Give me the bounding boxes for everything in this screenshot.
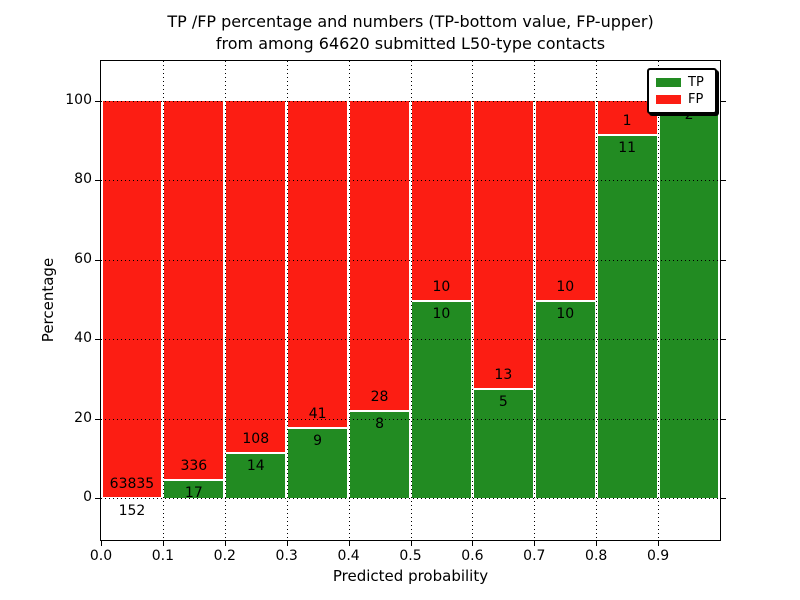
bar-segment-fp (102, 101, 162, 498)
bar-label-tp: 152 (118, 503, 146, 520)
bar-segment-tp (535, 299, 595, 498)
bar-label-tp: 2 (684, 107, 694, 123)
y-tick-label: 20 (74, 409, 92, 426)
tick-mark (658, 541, 660, 546)
tick-mark (95, 180, 100, 182)
tick-mark (95, 339, 100, 341)
legend-swatch-fp-icon (656, 95, 681, 104)
bar-segment-fp (412, 101, 471, 300)
y-tick-label: 0 (83, 489, 92, 505)
bar-segment-fp (473, 101, 533, 388)
x-tick-label: 0.7 (523, 548, 546, 564)
bar-segment-tp (597, 134, 657, 498)
y-tick-label: 60 (74, 250, 92, 267)
tick-mark (286, 541, 288, 546)
legend-item-fp: FP (656, 91, 715, 108)
tick-mark (472, 541, 474, 546)
tick-mark (410, 541, 412, 546)
bar-segment-tp (226, 452, 286, 498)
bar-segment-fp (226, 101, 286, 453)
y-tick-label: 80 (74, 171, 92, 188)
tick-mark (721, 498, 726, 499)
x-tick-label: 0.1 (151, 548, 175, 564)
gridline-vertical (162, 61, 164, 540)
bar-label-fp: 336 (180, 457, 208, 474)
chart-title-line1: TP /FP percentage and numbers (TP-bottom… (167, 12, 654, 31)
tick-mark (95, 101, 100, 102)
bar-label-tp: 10 (556, 305, 575, 322)
legend-label-fp: FP (688, 92, 704, 107)
bar-segment-fp (597, 101, 657, 135)
bar-label-fp: 108 (242, 431, 270, 448)
bar-label-tp: 8 (375, 415, 385, 432)
tick-mark (596, 541, 598, 546)
bar-segment-fp (350, 101, 409, 410)
gridline-vertical (224, 61, 226, 540)
bar-label-fp: 28 (370, 388, 389, 405)
x-tick-label: 0.8 (585, 548, 608, 564)
tick-mark (721, 259, 726, 261)
legend-swatch-tp-icon (656, 78, 681, 87)
x-tick-label: 0.3 (275, 548, 298, 564)
bar-segment-tp (659, 101, 719, 498)
gridline-vertical (658, 61, 660, 540)
bar-label-fp: 10 (556, 278, 575, 295)
legend: TP FP (647, 68, 717, 114)
tick-mark (162, 541, 164, 546)
plot-area: 63835 152 336 17 108 14 41 9 28 8 10 10 13 5 10 10 1 11 2 … (100, 60, 721, 541)
x-axis-label: Predicted probability (332, 567, 489, 585)
bar-segment-fp (535, 101, 595, 300)
legend-label-tp: TP (688, 75, 704, 90)
tick-mark (224, 541, 226, 546)
gridline-vertical (534, 61, 536, 540)
bar-label-tp: 14 (246, 458, 265, 475)
x-tick-label: 0.4 (337, 548, 360, 564)
bar-label-tp: 10 (432, 305, 451, 322)
tick-mark (95, 418, 100, 420)
gridline-vertical (286, 61, 288, 540)
bar-label-tp: 11 (618, 140, 637, 157)
tick-mark (101, 541, 102, 546)
tick-mark (721, 418, 726, 420)
bar-segment-tp (288, 426, 348, 498)
bar-segment-tp (412, 299, 471, 498)
bar-segment-tp (164, 478, 224, 498)
tick-mark (721, 101, 726, 102)
gridline-vertical (472, 61, 474, 540)
tick-mark (721, 339, 726, 341)
x-tick-label: 0.5 (399, 548, 422, 564)
tick-mark (348, 541, 350, 546)
tick-mark (95, 259, 100, 261)
x-tick-label: 0.2 (213, 548, 236, 564)
bar-label-tp: 9 (313, 432, 323, 449)
x-tick-label: 0.6 (461, 548, 484, 564)
bar-label-fp: 41 (308, 405, 327, 422)
tick-mark (534, 541, 536, 546)
y-tick-label: 100 (65, 92, 92, 108)
gridline-vertical (410, 61, 412, 540)
tick-mark (95, 498, 100, 499)
legend-item-tp: TP (656, 74, 715, 91)
bar-segment-tp (350, 409, 409, 498)
bar-label-tp: 17 (184, 484, 203, 501)
bar-label-tp: 5 (498, 393, 508, 410)
gridline-vertical (596, 61, 598, 540)
bar-label-fp: 10 (432, 278, 451, 295)
bar-label-fp: 1 (622, 113, 632, 130)
x-tick-label: 0.9 (646, 548, 670, 564)
tick-mark (721, 180, 726, 182)
bar-label-fp: 13 (494, 366, 513, 383)
bar-label-fp: 63835 (109, 476, 155, 493)
chart-title-line2: from among 64620 submitted L50-type cont… (215, 34, 606, 53)
y-tick-label: 40 (74, 330, 92, 347)
bar-segment-fp (164, 101, 224, 479)
gridline-vertical (348, 61, 350, 540)
bar-segment-tp (473, 387, 533, 498)
bar-segment-fp (288, 101, 348, 427)
x-tick-label: 0.0 (89, 548, 113, 564)
